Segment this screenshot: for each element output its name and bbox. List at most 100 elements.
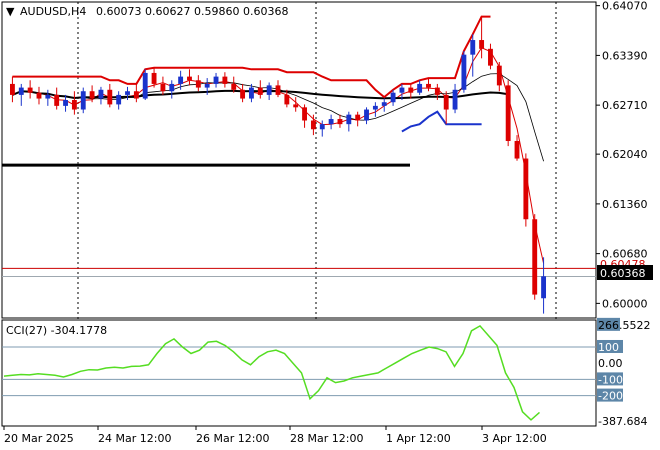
upper-channel-line [12,15,491,99]
candle-body[interactable] [514,140,520,159]
candle-body[interactable] [45,94,51,99]
candlestick-series[interactable] [9,16,547,314]
ohlc-close: 0.60368 [243,5,289,18]
candle-body[interactable] [302,107,307,121]
cci-tick-label: -387.684 [598,415,647,428]
candle-body[interactable] [355,114,361,121]
candle-body[interactable] [213,76,219,84]
candle-body[interactable] [231,83,237,90]
candle-body[interactable] [71,100,77,110]
price-tick-label: 0.61360 [602,198,648,211]
candle-body[interactable] [249,87,254,99]
cci-level-tag [597,372,623,386]
candle-body[interactable] [337,119,343,125]
candle-body[interactable] [541,276,547,299]
price-tick-label: 0.64070 [602,0,648,13]
ohlc-low: 0.59860 [194,5,240,18]
candle-body[interactable] [178,76,184,84]
cci-tick-label: 0.00 [598,357,623,370]
candle-body[interactable] [426,83,431,88]
candle-body[interactable] [452,89,458,110]
candle-body[interactable] [408,87,414,93]
candle-body[interactable] [310,120,316,130]
candle-body[interactable] [532,219,538,295]
current-price-tag: 0.60368 [600,267,646,280]
candle-body[interactable] [523,158,529,220]
candle-body[interactable] [107,89,113,105]
time-tick-label: 3 Apr 12:00 [482,432,547,445]
cci-level-tag [597,339,623,353]
candle-body[interactable] [27,87,33,93]
candle-body[interactable] [328,119,334,125]
candle-body[interactable] [54,94,60,106]
candle-body[interactable] [89,91,95,99]
candle-body[interactable] [98,89,104,99]
candle-body[interactable] [417,83,423,93]
time-axis: 20 Mar 2025 24 Mar 12:00 26 Mar 12:00 28 Ma… [3,426,547,445]
time-tick-label: 26 Mar 12:00 [196,432,269,445]
candle-body[interactable] [116,94,122,105]
cci-tick-label: -100 [598,373,623,386]
price-tick-label: 0.62040 [602,148,648,161]
candle-body[interactable] [151,72,157,84]
cci-line[interactable] [3,324,540,421]
candle-body[interactable] [319,124,325,130]
symbol-label: AUDUSD,H4 [20,5,86,18]
cci-level-tag [597,388,623,402]
candle-body[interactable] [275,85,281,95]
candle-body[interactable] [195,80,201,88]
candle-body[interactable] [496,65,502,86]
candle-body[interactable] [284,94,290,105]
candle-body[interactable] [364,109,369,121]
candle-body[interactable] [160,83,166,92]
price-tick-label: 0.62710 [602,99,648,112]
candle-body[interactable] [346,114,352,125]
lower-channel-line [401,110,482,133]
candle-body[interactable] [18,87,24,95]
cci-axis: 266.5522 100 0.00 -100 -200 -387.684 [597,317,651,428]
candle-body[interactable] [399,87,405,93]
time-tick-label: 1 Apr 12:00 [386,432,451,445]
candle-body[interactable] [479,40,485,49]
candle-body[interactable] [372,105,378,110]
candle-body[interactable] [204,83,210,88]
candle-body[interactable] [133,91,139,99]
candle-body[interactable] [36,92,42,99]
price-tick-label: 0.63390 [602,49,648,62]
candle-body[interactable] [266,85,272,95]
cci-tick-label: 266.5522 [598,319,651,332]
candle-body[interactable] [240,89,246,99]
cci-tick-label: -200 [598,390,623,403]
current-price-tag-bg [597,265,653,280]
candle-body[interactable] [187,76,192,81]
time-tick-label: 20 Mar 2025 [4,432,74,445]
ohlc-open: 0.60073 [96,5,142,18]
cci-tick-label: 100 [598,341,619,354]
candle-body[interactable] [505,85,511,141]
candle-body[interactable] [142,72,148,99]
price-panel[interactable] [1,1,597,319]
header-marker[interactable]: ▼ [6,5,15,18]
candle-body[interactable] [488,48,493,66]
price-axis: 0.64070 0.63390 0.62710 0.62040 0.61360 0.606… [596,0,648,310]
time-tick-label: 24 Mar 12:00 [98,432,171,445]
candle-body[interactable] [443,94,449,110]
candle-body[interactable] [293,104,299,108]
candle-body[interactable] [9,83,15,95]
candle-body[interactable] [257,87,263,95]
candle-body[interactable] [390,92,396,103]
candle-body[interactable] [125,91,130,95]
price-tick-label: 0.60000 [602,297,648,310]
candle-body[interactable] [381,102,387,106]
price-tick-label: 0.60680 [602,248,648,261]
candle-body[interactable] [222,76,228,84]
candle-body[interactable] [434,87,440,95]
candle-body[interactable] [63,100,68,106]
candle-body[interactable] [169,83,175,92]
cci-panel[interactable] [1,319,597,427]
time-tick-label: 28 Mar 12:00 [290,432,363,445]
candle-body[interactable] [470,40,476,55]
candle-body[interactable] [461,54,467,90]
candle-body[interactable] [80,91,86,110]
